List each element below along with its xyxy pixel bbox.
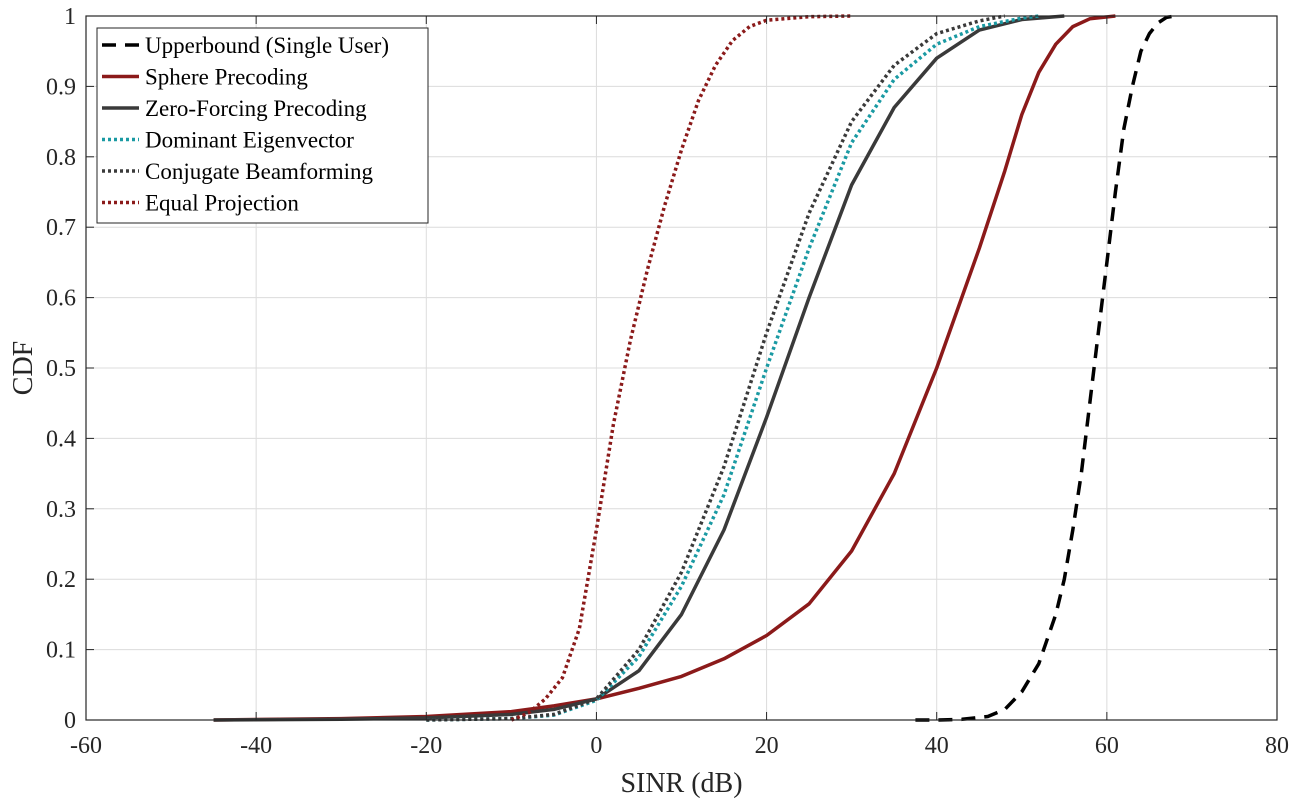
y-tick-label: 0.5: [46, 356, 76, 382]
series-line-1: [915, 14, 1176, 722]
legend-label: Conjugate Beamforming: [145, 159, 374, 184]
x-tick-label: 80: [1265, 733, 1289, 759]
legend-box: [96, 27, 429, 224]
y-tick-label: 0.9: [46, 74, 76, 100]
series-line-5: [426, 14, 1006, 722]
y-tick-label: 0.2: [46, 567, 76, 593]
x-tick-label: -40: [240, 733, 272, 759]
x-axis-title: SINR (dB): [620, 768, 742, 799]
legend-label: Upperbound (Single User): [145, 33, 389, 58]
legend: Upperbound (Single User) Sphere Precoding…: [96, 27, 429, 224]
legend-label: Dominant Eigenvector: [145, 128, 354, 153]
y-tick-label: 0.7: [46, 215, 76, 241]
axis-ticks: -60 -40 -20 0 20 40 60 80 0 0.1 0.2 0.3 0.4 0.5 0.6 0.7…: [46, 4, 1289, 759]
series-line-3: [213, 14, 1065, 722]
y-tick-label: 0.3: [46, 497, 76, 523]
y-tick-label: 0.8: [46, 145, 76, 171]
x-tick-label: 60: [1095, 733, 1119, 759]
series-line-6: [510, 14, 852, 722]
y-tick-label: 0.6: [46, 286, 76, 312]
legend-label: Equal Projection: [145, 191, 299, 216]
x-tick-label: -20: [410, 733, 442, 759]
series-lines: [213, 14, 1176, 722]
grid-lines: [85, 15, 1278, 721]
x-tick-label: 0: [590, 733, 602, 759]
y-tick-label: 0.4: [46, 426, 76, 452]
x-tick-label: 20: [755, 733, 779, 759]
y-axis-title: CDF: [8, 341, 39, 395]
legend-label: Zero-Forcing Precoding: [145, 96, 367, 121]
y-tick-label: 1: [64, 4, 76, 30]
x-tick-label: -60: [70, 733, 102, 759]
y-tick-label: 0: [64, 708, 76, 734]
legend-label: Sphere Precoding: [145, 65, 308, 90]
y-tick-label: 0.1: [46, 638, 76, 664]
x-tick-label: 40: [925, 733, 949, 759]
